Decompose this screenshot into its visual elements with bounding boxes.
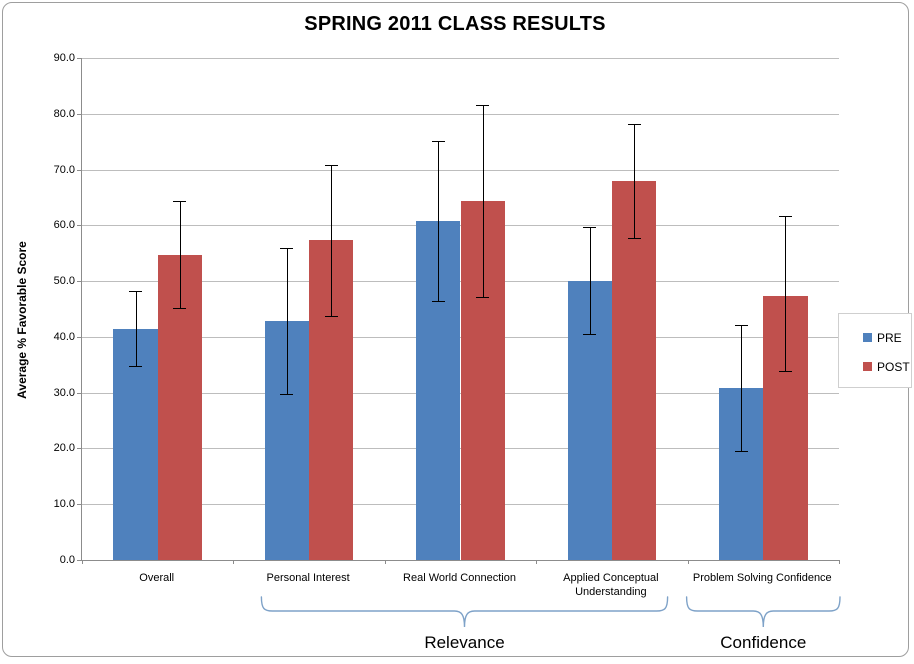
bar-pre-3[interactable] <box>567 281 612 560</box>
y-tick-label-50.0: 50.0 <box>53 275 75 288</box>
chart-title: SPRING 2011 CLASS RESULTS <box>304 13 606 35</box>
error-bar-cap <box>129 365 143 367</box>
x-axis-tick <box>233 560 235 564</box>
y-axis-tick <box>77 169 81 171</box>
y-axis-tick <box>77 392 81 394</box>
group-label-confidence: Confidence <box>720 633 807 652</box>
y-axis-tick <box>77 225 81 227</box>
y-axis-tick <box>77 560 81 561</box>
y-axis-tick <box>77 504 81 506</box>
error-bar-post-0 <box>179 201 181 308</box>
y-tick-label-90.0: 90.0 <box>53 52 75 64</box>
error-bar-cap <box>476 104 490 106</box>
legend[interactable]: PRE POST <box>838 313 912 388</box>
error-bar-pre-2 <box>438 140 440 301</box>
error-bar-cap <box>627 123 641 125</box>
bar-pre-0[interactable] <box>113 328 158 560</box>
category-label-0: Overall <box>139 572 175 584</box>
x-axis-tick <box>536 560 538 564</box>
y-axis-tick <box>77 281 81 283</box>
category-label-1: Personal Interest <box>266 572 350 584</box>
y-axis-tick <box>77 113 81 115</box>
y-tick-label-80.0: 80.0 <box>53 107 75 120</box>
post-color-swatch <box>863 362 872 371</box>
error-bar-cap <box>431 140 445 142</box>
error-bar-pre-4 <box>741 324 743 451</box>
error-bar-cap <box>734 324 748 326</box>
y-tick-label-20.0: 20.0 <box>53 442 75 455</box>
category-label-2: Real World Connection <box>403 572 516 584</box>
error-bar-cap <box>583 333 597 335</box>
y-tick-label-0.0: 0.0 <box>59 554 75 566</box>
y-tick-label-40.0: 40.0 <box>53 330 75 343</box>
error-bar-cap <box>476 296 490 298</box>
error-bar-cap <box>129 290 143 292</box>
error-bar-cap <box>583 227 597 228</box>
x-axis-tick <box>687 560 689 564</box>
bar-post-0[interactable] <box>157 254 203 560</box>
legend-label-post: POST <box>877 360 910 374</box>
legend-label-pre: PRE <box>877 331 902 345</box>
y-axis-tick <box>77 336 81 338</box>
error-bar-cap <box>173 307 187 309</box>
bar-post-3[interactable] <box>611 180 657 560</box>
gridline-90 <box>82 58 839 59</box>
error-bar-cap <box>173 201 187 203</box>
x-axis-tick <box>82 560 83 564</box>
error-bar-post-4 <box>785 216 787 372</box>
error-bar-post-3 <box>634 123 636 238</box>
legend-entry-pre[interactable]: PRE <box>863 331 902 346</box>
error-bar-cap <box>324 316 338 318</box>
error-bar-cap <box>778 216 792 218</box>
gridline-70 <box>82 169 839 171</box>
y-tick-label-70.0: 70.0 <box>53 163 75 176</box>
y-axis-tick <box>77 58 81 59</box>
gridline-80 <box>82 113 839 115</box>
error-bar-pre-0 <box>135 290 137 366</box>
y-tick-label-30.0: 30.0 <box>53 386 75 399</box>
error-bar-cap <box>431 300 445 302</box>
category-label-4: Problem Solving Confidence <box>692 572 832 584</box>
error-bar-cap <box>280 394 294 396</box>
group-label-relevance: Relevance <box>424 633 505 652</box>
bar-pre-2[interactable] <box>416 220 461 560</box>
error-bar-cap <box>734 450 748 452</box>
pre-color-swatch <box>863 333 872 342</box>
x-axis-tick <box>384 560 386 564</box>
error-bar-cap <box>627 237 641 239</box>
error-bar-cap <box>778 371 792 373</box>
error-bar-pre-3 <box>589 227 591 334</box>
legend-entry-post[interactable]: POST <box>863 360 910 375</box>
error-bar-post-1 <box>331 164 333 317</box>
error-bar-cap <box>280 248 294 250</box>
y-axis-title: Average % Favorable Score <box>15 241 29 399</box>
y-tick-label-10.0: 10.0 <box>53 498 75 511</box>
category-label-3: Applied Conceptual Understanding <box>563 572 659 598</box>
error-bar-post-2 <box>482 104 484 297</box>
y-tick-label-60.0: 60.0 <box>53 219 75 232</box>
error-bar-cap <box>324 164 338 166</box>
y-axis-tick <box>77 448 81 450</box>
plot-area <box>77 58 840 564</box>
x-axis-tick <box>839 560 840 564</box>
error-bar-pre-1 <box>286 248 288 395</box>
